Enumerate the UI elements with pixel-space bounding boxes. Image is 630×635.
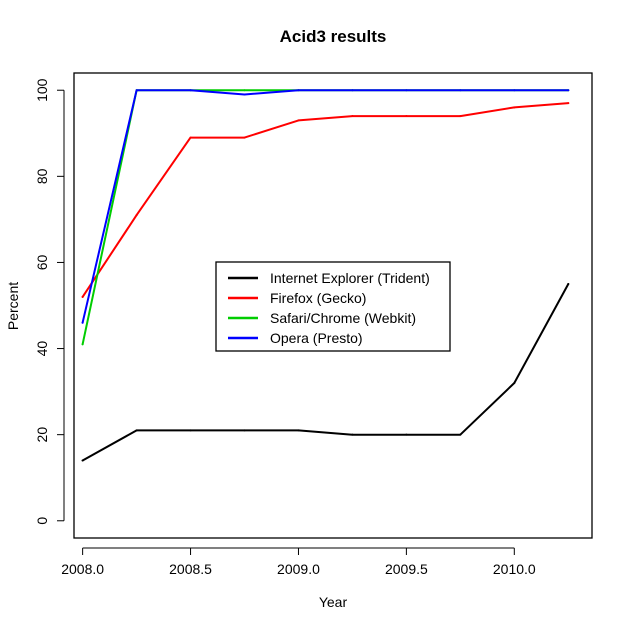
data-point [135, 89, 138, 92]
data-point [459, 89, 462, 92]
series-line-1 [81, 102, 570, 298]
x-tick-label: 2009.5 [385, 561, 428, 577]
plot-frame [73, 72, 593, 539]
data-point [405, 433, 408, 436]
data-point [405, 115, 408, 118]
data-point [405, 89, 408, 92]
data-point [513, 106, 516, 109]
data-point [243, 429, 246, 432]
data-point [513, 89, 516, 92]
legend-label: Firefox (Gecko) [270, 290, 366, 306]
x-axis-title: Year [319, 594, 348, 610]
data-point [81, 459, 84, 462]
legend-label: Opera (Presto) [270, 330, 363, 346]
data-point [297, 119, 300, 122]
data-point [567, 282, 570, 285]
data-point [513, 382, 516, 384]
data-point [81, 321, 84, 324]
chart-title: Acid3 results [280, 27, 387, 46]
data-point [459, 115, 462, 118]
data-point [135, 429, 138, 432]
data-point [351, 89, 354, 92]
y-axis-title: Percent [5, 282, 21, 330]
y-tick-label: 100 [34, 78, 50, 102]
data-point [81, 343, 84, 346]
y-axis: 0 20 40 60 80 100 [34, 78, 65, 525]
legend-label: Safari/Chrome (Webkit) [270, 310, 416, 326]
data-point [567, 102, 570, 105]
data-point [243, 89, 246, 92]
y-tick-label: 80 [34, 168, 50, 184]
data-point [351, 433, 354, 436]
x-tick-label: 2010.0 [493, 561, 536, 577]
data-point [567, 89, 570, 92]
y-tick-label: 20 [34, 427, 50, 443]
series-layer [81, 89, 570, 462]
data-point [135, 214, 138, 217]
x-tick-label: 2008.5 [169, 561, 212, 577]
x-tick-label: 2008.0 [61, 561, 104, 577]
y-tick-label: 0 [34, 517, 50, 525]
data-point [297, 89, 300, 92]
data-point [189, 136, 192, 139]
data-point [189, 89, 192, 92]
y-tick-label: 40 [34, 341, 50, 357]
y-tick-label: 60 [34, 254, 50, 270]
legend-label: Internet Explorer (Trident) [270, 270, 430, 286]
data-point [81, 295, 84, 298]
x-tick-label: 2009.0 [277, 561, 320, 577]
x-axis: 2008.0 2008.5 2009.0 2009.5 2010.0 [61, 547, 536, 577]
legend: Internet Explorer (Trident) Firefox (Geck… [215, 261, 451, 352]
data-point [243, 136, 246, 139]
data-point [243, 93, 246, 96]
data-point [459, 433, 462, 436]
data-point [351, 115, 354, 118]
series-line-3 [81, 89, 570, 324]
series-line-0 [81, 283, 570, 462]
data-point [189, 429, 192, 432]
data-point [297, 429, 300, 432]
